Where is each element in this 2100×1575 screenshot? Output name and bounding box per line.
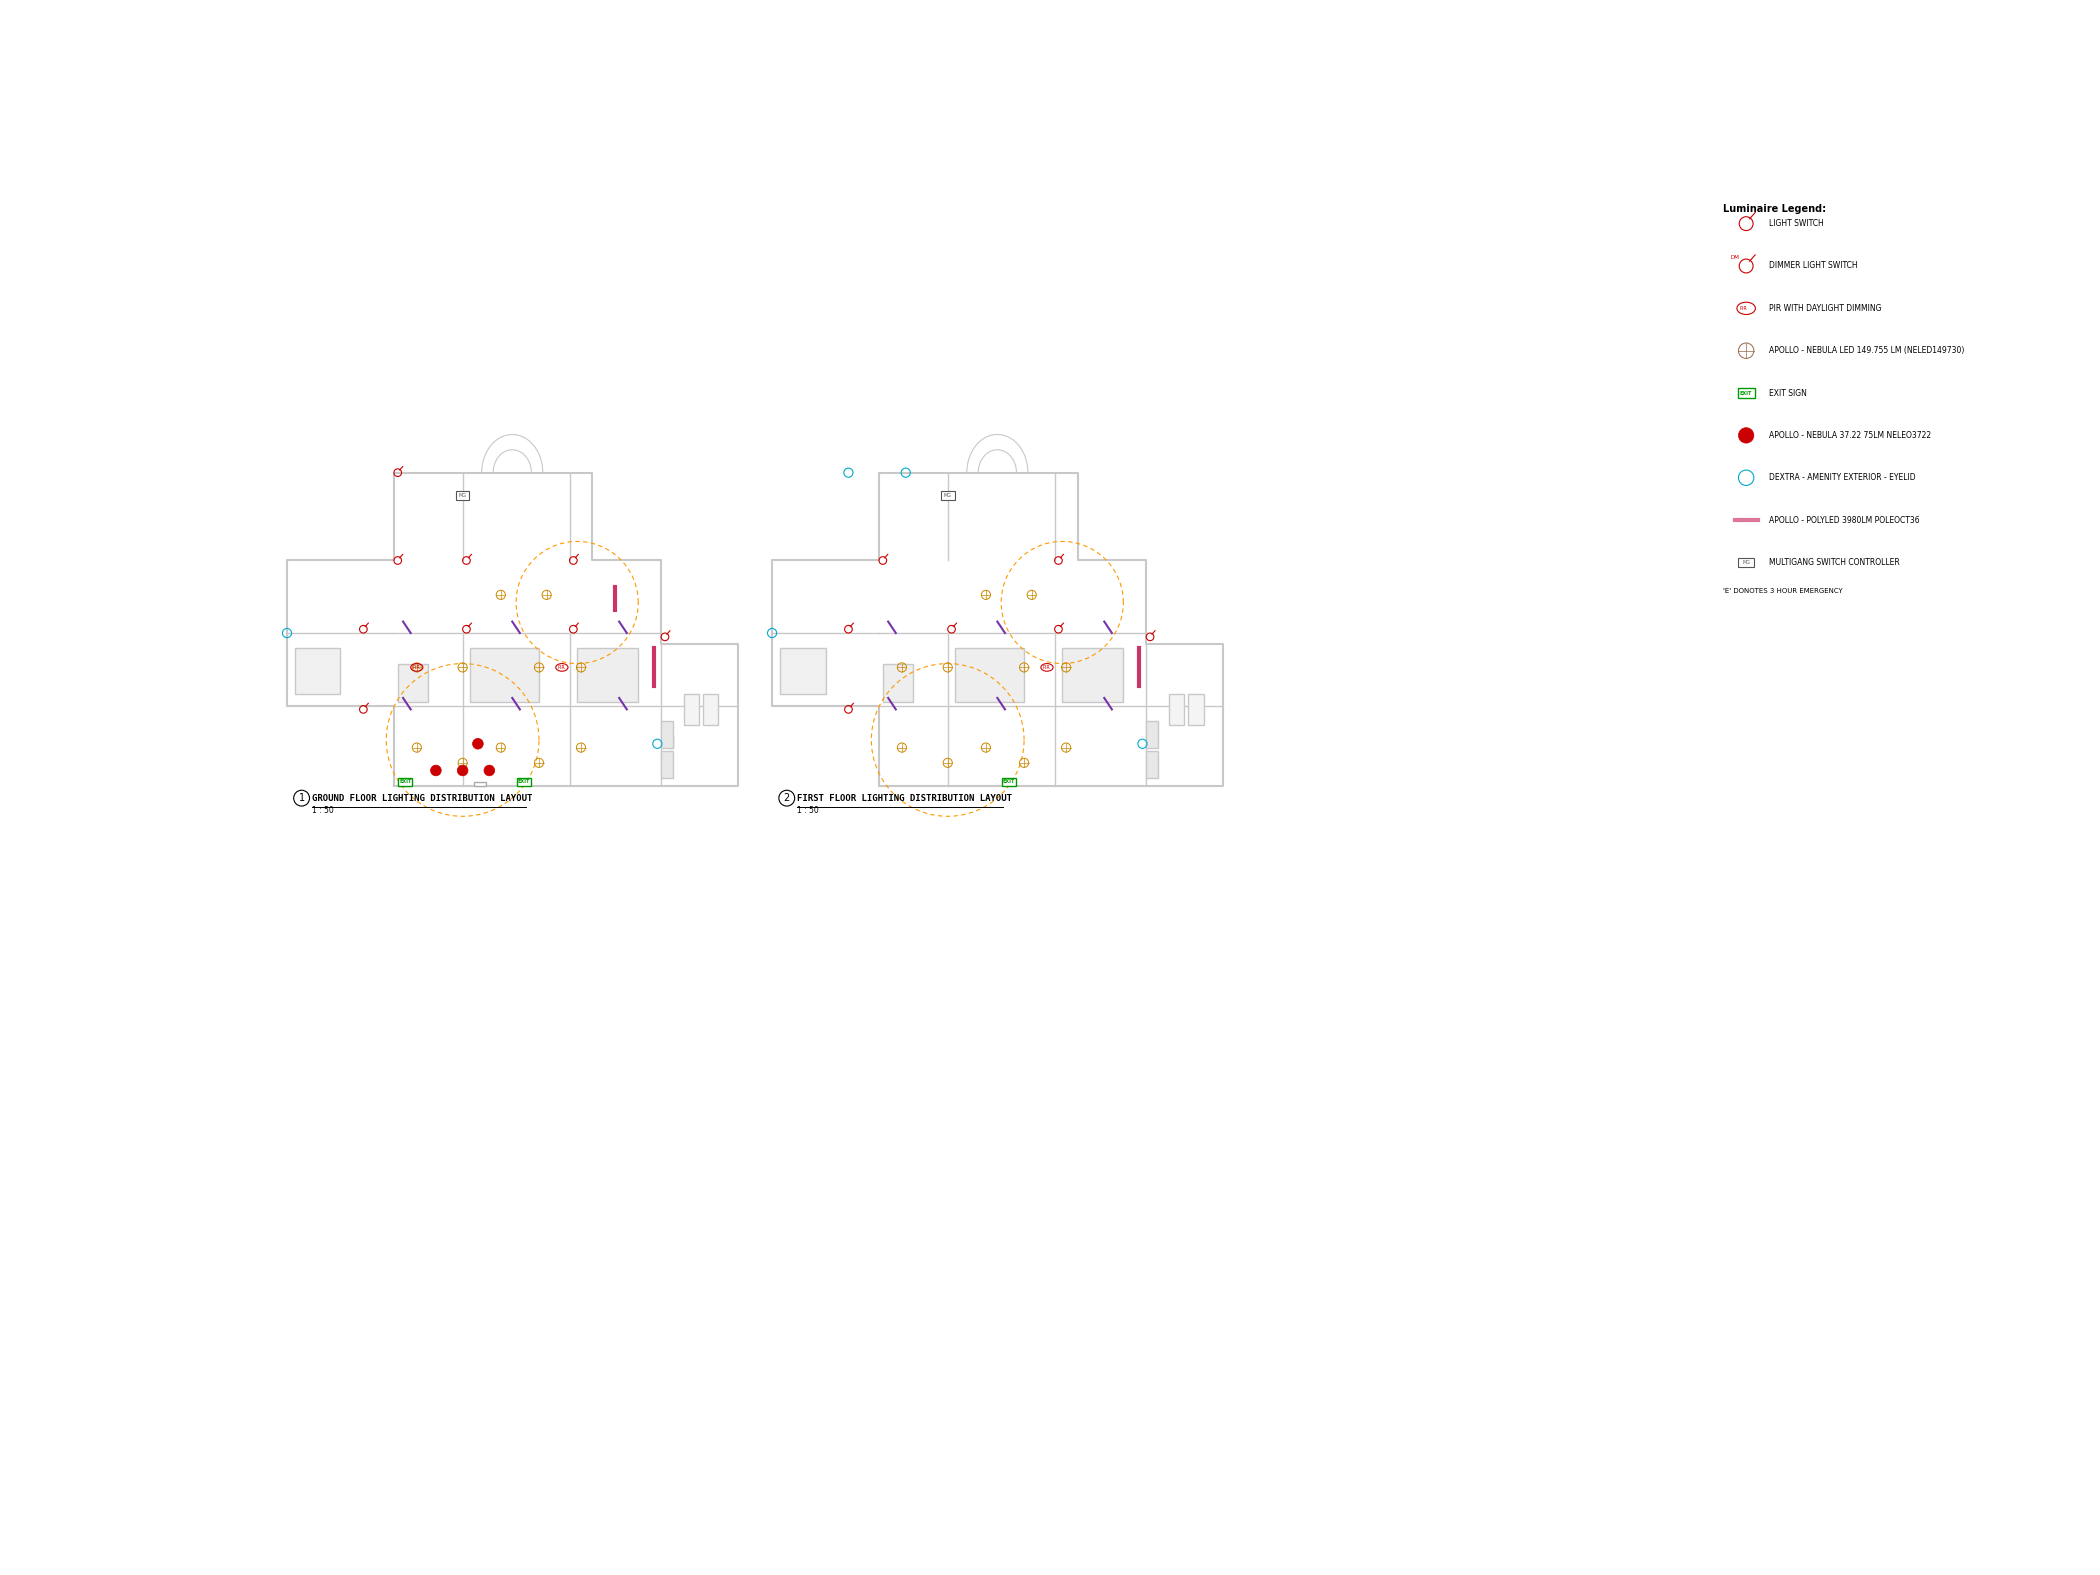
Text: EXIT SIGN: EXIT SIGN xyxy=(1768,389,1808,397)
Bar xyxy=(1737,389,1756,397)
Bar xyxy=(704,695,718,725)
Text: EXIT: EXIT xyxy=(399,780,412,784)
Bar xyxy=(662,721,672,748)
Bar xyxy=(1170,695,1184,725)
Bar xyxy=(1002,778,1016,786)
Bar xyxy=(662,751,672,778)
Bar xyxy=(779,649,825,695)
Text: MG: MG xyxy=(943,493,951,498)
Text: 'E' DONOTES 3 HOUR EMERGENCY: 'E' DONOTES 3 HOUR EMERGENCY xyxy=(1722,587,1844,594)
Bar xyxy=(517,778,531,786)
Circle shape xyxy=(472,739,483,750)
Bar xyxy=(1189,695,1203,725)
Text: 1 : 50: 1 : 50 xyxy=(311,806,334,814)
Text: PIR: PIR xyxy=(1044,665,1050,669)
Text: DEXTRA - AMENITY EXTERIOR - EYELID: DEXTRA - AMENITY EXTERIOR - EYELID xyxy=(1768,472,1915,482)
Bar xyxy=(399,778,412,786)
Bar xyxy=(941,491,956,499)
Text: PIR WITH DAYLIGHT DIMMING: PIR WITH DAYLIGHT DIMMING xyxy=(1768,304,1882,313)
Circle shape xyxy=(1739,428,1754,443)
Text: EXIT: EXIT xyxy=(1002,780,1014,784)
Circle shape xyxy=(430,765,441,776)
Text: MULTIGANG SWITCH CONTROLLER: MULTIGANG SWITCH CONTROLLER xyxy=(1768,558,1901,567)
Bar xyxy=(470,649,540,702)
Bar xyxy=(685,695,699,725)
Text: DM: DM xyxy=(1730,255,1739,260)
Text: DIMMER LIGHT SWITCH: DIMMER LIGHT SWITCH xyxy=(1768,261,1859,271)
Text: MG: MG xyxy=(458,493,466,498)
Text: PIR: PIR xyxy=(559,665,565,669)
Bar xyxy=(956,649,1025,702)
Text: EXIT: EXIT xyxy=(517,780,529,784)
Text: 2: 2 xyxy=(783,794,790,803)
Text: PIR: PIR xyxy=(412,665,420,669)
Bar xyxy=(1147,751,1157,778)
Bar xyxy=(294,649,340,695)
Text: 1: 1 xyxy=(298,794,304,803)
Bar xyxy=(397,663,428,702)
Bar xyxy=(578,649,638,702)
Circle shape xyxy=(483,765,496,776)
Text: LIGHT SWITCH: LIGHT SWITCH xyxy=(1768,219,1825,228)
Text: APOLLO - NEBULA 37.22 75LM NELEO3722: APOLLO - NEBULA 37.22 75LM NELEO3722 xyxy=(1768,432,1932,439)
Bar xyxy=(1739,558,1754,567)
Bar xyxy=(882,663,914,702)
Text: APOLLO - NEBULA LED 149.755 LM (NELED149730): APOLLO - NEBULA LED 149.755 LM (NELED149… xyxy=(1768,346,1966,356)
Text: APOLLO - POLYLED 3980LM POLEOCT36: APOLLO - POLYLED 3980LM POLEOCT36 xyxy=(1768,515,1919,524)
Text: MG: MG xyxy=(1743,561,1749,565)
Bar xyxy=(397,781,410,786)
Text: Luminaire Legend:: Luminaire Legend: xyxy=(1722,205,1827,214)
Bar xyxy=(1063,649,1124,702)
Text: 1 : 50: 1 : 50 xyxy=(796,806,819,814)
Text: FIRST FLOOR LIGHTING DISTRIBUTION LAYOUT: FIRST FLOOR LIGHTING DISTRIBUTION LAYOUT xyxy=(796,794,1012,803)
Bar xyxy=(668,736,672,748)
Bar xyxy=(456,491,470,499)
Bar xyxy=(475,781,485,786)
Text: GROUND FLOOR LIGHTING DISTRIBUTION LAYOUT: GROUND FLOOR LIGHTING DISTRIBUTION LAYOU… xyxy=(311,794,531,803)
Bar xyxy=(1147,721,1157,748)
Circle shape xyxy=(458,765,468,776)
Text: PIR: PIR xyxy=(1739,306,1747,310)
Text: EXIT: EXIT xyxy=(1741,391,1751,395)
